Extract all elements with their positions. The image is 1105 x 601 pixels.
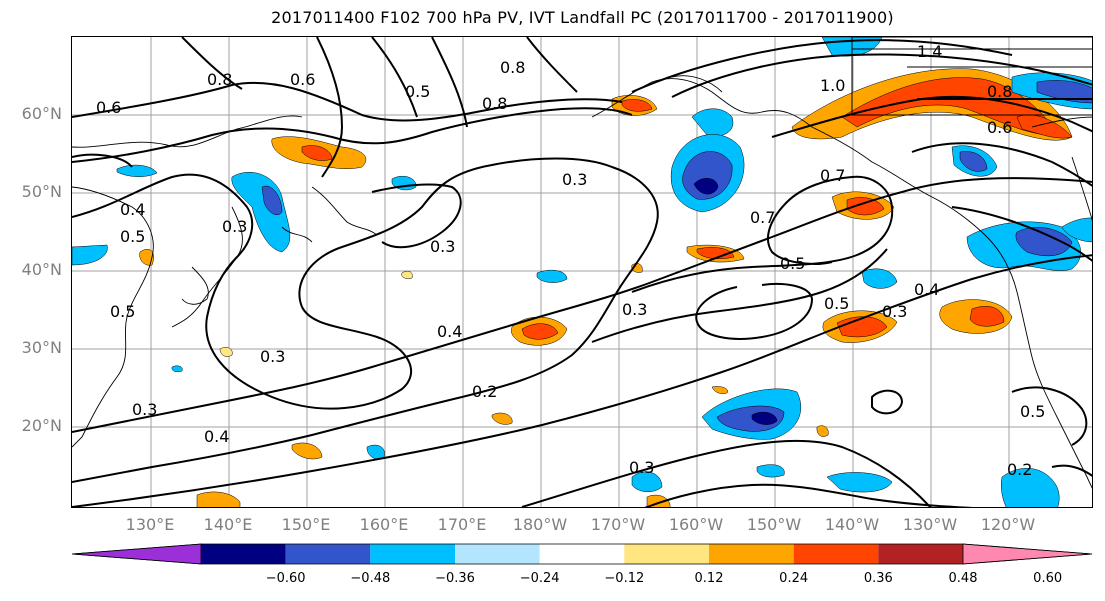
colorbar-segment — [539, 544, 625, 564]
lat-label: 30°N — [21, 338, 62, 357]
lon-label: 170°E — [437, 515, 487, 534]
colorbar-extend-low — [71, 543, 202, 565]
lon-label: 140°W — [824, 515, 880, 534]
contour-label: 0.4 — [914, 280, 939, 299]
contour-label-group: 0.6 0.8 0.6 0.5 0.8 0.8 1.4 1.0 0.8 0.6 … — [96, 42, 1045, 479]
lon-label: 140°E — [203, 515, 253, 534]
colorbar-segment — [624, 544, 709, 564]
colorbar-outline — [71, 543, 1093, 565]
colorbar-tick-label: −0.48 — [350, 571, 391, 586]
contour-label: 0.5 — [405, 82, 430, 101]
colorbar — [71, 543, 1093, 565]
contour-label: 0.4 — [437, 322, 462, 341]
contour-label: 0.5 — [1020, 402, 1045, 421]
map-svg: 0.6 0.8 0.6 0.5 0.8 0.8 1.4 1.0 0.8 0.6 … — [72, 37, 1092, 507]
contour-label: 0.3 — [132, 400, 157, 419]
contour-label: 0.5 — [780, 254, 805, 273]
lon-label: 150°E — [281, 515, 331, 534]
colorbar-segment — [878, 544, 963, 564]
contour-label: 0.4 — [120, 200, 145, 219]
contour-label: 0.2 — [1007, 460, 1032, 479]
contour-label: 0.6 — [987, 118, 1012, 137]
colorbar-tick-label: 0.48 — [948, 571, 978, 586]
lat-label: 50°N — [21, 182, 62, 201]
contour-label: 0.8 — [500, 58, 525, 77]
contour-label: 0.3 — [622, 300, 647, 319]
map-title: 2017011400 F102 700 hPa PV, IVT Landfall… — [271, 8, 894, 27]
contour-label: 0.7 — [820, 166, 845, 185]
lon-label: 150°W — [746, 515, 802, 534]
lon-label: 180°W — [512, 515, 568, 534]
contour-label: 0.7 — [750, 208, 775, 227]
lon-label: 130°W — [902, 515, 958, 534]
contour-label: 0.3 — [629, 458, 654, 477]
lon-label: 170°W — [590, 515, 646, 534]
colorbar-tick-label: −0.60 — [265, 571, 306, 586]
colorbar-extend-high — [962, 543, 1093, 565]
colorbar-tick-label: 0.60 — [1033, 571, 1063, 586]
contour-label: 0.6 — [290, 70, 315, 89]
colorbar-segment — [370, 544, 455, 564]
contour-label: 0.4 — [204, 427, 229, 446]
colorbar-tick-label: 0.24 — [779, 571, 809, 586]
lat-label: 60°N — [21, 104, 62, 123]
contour-label: 0.8 — [987, 82, 1012, 101]
colorbar-segment — [793, 544, 879, 564]
contour-label: 0.5 — [824, 294, 849, 313]
contour-label: 0.3 — [882, 302, 907, 321]
lon-label: 130°E — [125, 515, 175, 534]
contour-label: 0.2 — [472, 382, 497, 401]
colorbar-tick-label: −0.24 — [519, 571, 560, 586]
contour-label: 0.8 — [207, 70, 232, 89]
contour-label: 0.5 — [110, 302, 135, 321]
contour-label: 0.6 — [96, 98, 121, 117]
contour-label: 1.0 — [820, 76, 845, 95]
lon-label: 120°W — [980, 515, 1036, 534]
contour-label: 0.5 — [120, 227, 145, 246]
contour-label: 0.3 — [430, 237, 455, 256]
lat-label: 40°N — [21, 260, 62, 279]
lon-label: 160°E — [359, 515, 409, 534]
colorbar-tick-label: −0.36 — [435, 571, 475, 586]
colorbar-segment — [285, 544, 371, 564]
colorbar-segment — [455, 544, 540, 564]
colorbar-tick-label: −0.12 — [604, 571, 645, 586]
map-panel: 0.6 0.8 0.6 0.5 0.8 0.8 1.4 1.0 0.8 0.6 … — [71, 36, 1093, 508]
colorbar-tick-label: 0.36 — [863, 571, 893, 586]
lon-label: 160°W — [668, 515, 724, 534]
pv-contours — [72, 37, 1092, 507]
colorbar-tick-label: 0.12 — [694, 571, 724, 586]
contour-label: 0.3 — [562, 170, 587, 189]
contour-label: 0.3 — [222, 217, 247, 236]
contour-label: 1.4 — [917, 42, 942, 61]
lat-label: 20°N — [21, 416, 62, 435]
colorbar-segment — [709, 544, 794, 564]
contour-label: 0.8 — [482, 94, 507, 113]
contour-label: 0.3 — [260, 347, 285, 366]
region-box — [851, 37, 1092, 116]
colorbar-segment — [201, 544, 286, 564]
